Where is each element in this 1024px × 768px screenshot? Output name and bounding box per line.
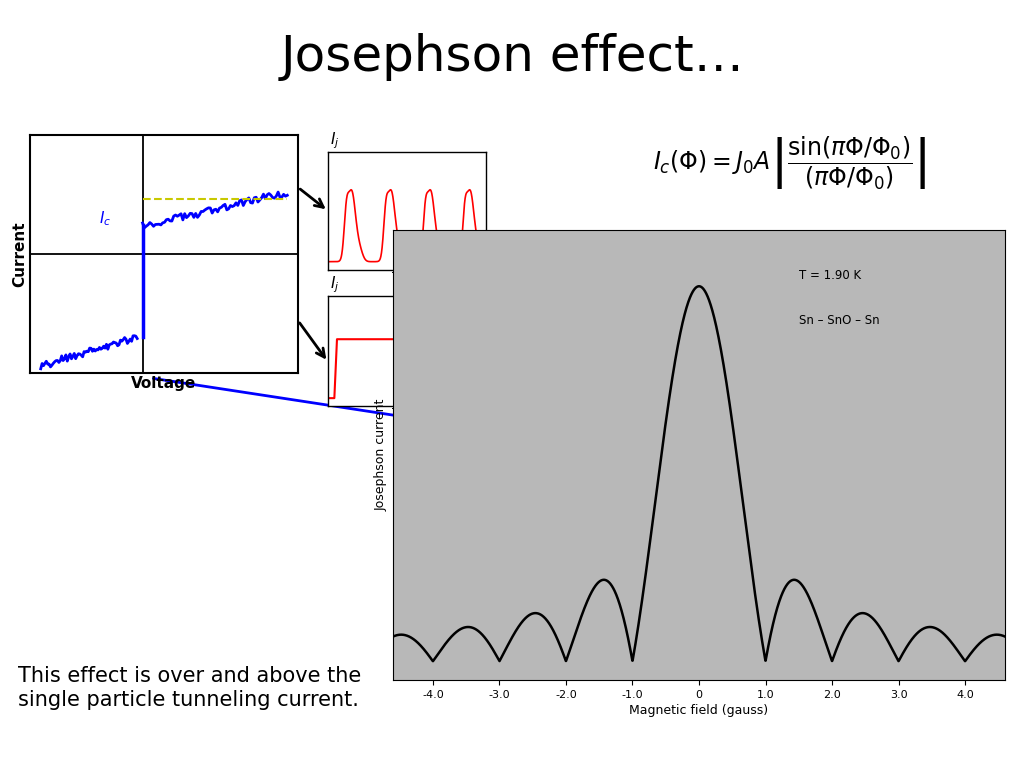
Text: T = 1.90 K: T = 1.90 K — [799, 269, 861, 282]
Y-axis label: Current: Current — [12, 221, 28, 286]
Text: single particle tunneling current.: single particle tunneling current. — [18, 690, 358, 710]
X-axis label: Voltage: Voltage — [131, 376, 197, 391]
X-axis label: Time: Time — [391, 271, 422, 284]
X-axis label: Time: Time — [391, 407, 422, 420]
Text: Josephson effect…: Josephson effect… — [281, 33, 743, 81]
Text: Sn – SnO – Sn: Sn – SnO – Sn — [799, 314, 880, 326]
X-axis label: Magnetic field (gauss): Magnetic field (gauss) — [630, 704, 769, 717]
Text: $I_j$: $I_j$ — [330, 130, 339, 151]
Text: $I_c$: $I_c$ — [99, 209, 112, 227]
Y-axis label: Josephson current: Josephson current — [375, 399, 387, 511]
Text: $I_j$: $I_j$ — [330, 274, 339, 295]
Text: This effect is over and above the: This effect is over and above the — [18, 666, 361, 686]
Text: $I_c(\Phi)=J_0 A\left|\dfrac{\sin(\pi\Phi/\Phi_0)}{(\pi\Phi/\Phi_0)}\right|$: $I_c(\Phi)=J_0 A\left|\dfrac{\sin(\pi\Ph… — [653, 134, 927, 192]
